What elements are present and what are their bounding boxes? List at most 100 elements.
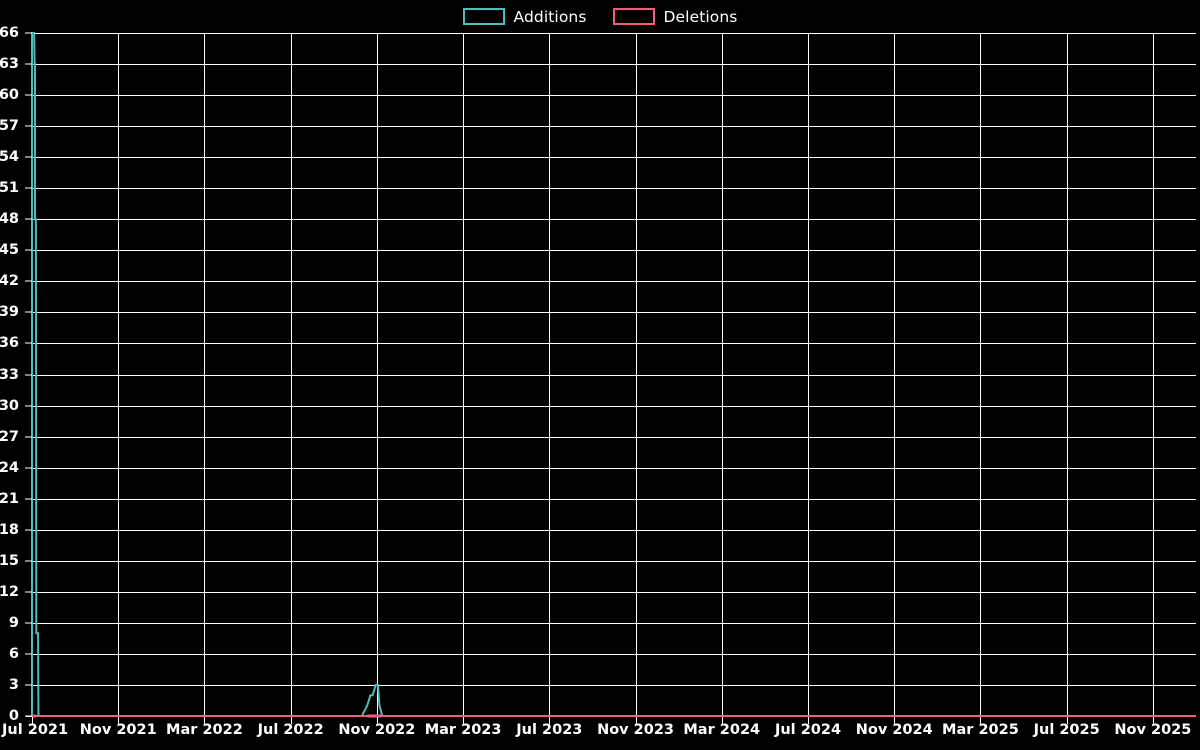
gridline-horizontal: [32, 374, 1196, 376]
gridline-horizontal: [32, 64, 1196, 66]
gridline-horizontal: [32, 684, 1196, 686]
y-tick-mark: [25, 684, 32, 686]
y-tick-label: 48: [0, 211, 19, 228]
y-tick-label: 45: [0, 242, 19, 259]
y-tick-mark: [25, 715, 32, 717]
y-tick-label: 33: [0, 366, 19, 383]
y-tick-mark: [25, 405, 32, 407]
series-layer: [31, 32, 1196, 718]
y-tick-label: 21: [0, 490, 19, 507]
y-tick-mark: [25, 467, 32, 469]
legend-swatch-additions: [462, 8, 505, 25]
y-tick-label: 6: [8, 645, 19, 662]
gridline-horizontal: [32, 591, 1196, 593]
gridline-horizontal: [32, 95, 1196, 97]
x-tick-label: Nov 2025: [1114, 722, 1192, 738]
gridline-horizontal: [32, 498, 1196, 500]
y-tick-mark: [25, 622, 32, 624]
gridline-vertical: [463, 33, 465, 716]
x-tick-label: Jul 2021: [2, 722, 69, 738]
y-tick-mark: [25, 529, 32, 531]
legend-label-additions: Additions: [513, 7, 587, 26]
legend-swatch-deletions: [612, 8, 655, 25]
gridline-vertical: [204, 33, 206, 716]
x-tick-label: Mar 2023: [424, 722, 502, 738]
x-tick-label: Nov 2024: [855, 722, 933, 738]
x-tick-mark: [1066, 717, 1068, 724]
y-tick-label: 51: [0, 180, 19, 197]
x-tick-mark: [32, 717, 33, 724]
gridline-vertical: [118, 33, 120, 716]
y-tick-label: 36: [0, 335, 19, 352]
legend-label-deletions: Deletions: [663, 7, 738, 26]
x-tick-label: Jul 2022: [257, 722, 324, 738]
gridline-vertical: [1066, 33, 1068, 716]
x-tick-label: Jul 2023: [516, 722, 583, 738]
y-tick-label: 42: [0, 273, 19, 290]
y-tick-mark: [25, 125, 32, 127]
x-tick-label: Jul 2025: [1033, 722, 1100, 738]
x-tick-mark: [635, 717, 637, 724]
plot-area: [26, 32, 1196, 718]
y-tick-label: 54: [0, 149, 19, 166]
gridline-vertical: [721, 33, 723, 716]
y-tick-label: 63: [0, 56, 19, 73]
x-tick-label: Nov 2023: [597, 722, 675, 738]
y-tick-mark: [25, 560, 32, 562]
legend-deletions[interactable]: Deletions: [612, 7, 738, 26]
gridline-horizontal: [32, 529, 1196, 531]
y-tick-label: 27: [0, 428, 19, 445]
legend-additions[interactable]: Additions: [462, 7, 587, 26]
x-tick-mark: [721, 717, 723, 724]
y-tick-label: 60: [0, 87, 19, 104]
x-tick-mark: [463, 717, 465, 724]
gridline-horizontal: [32, 126, 1196, 128]
x-tick-mark: [894, 717, 896, 724]
y-tick-mark: [25, 280, 32, 282]
gridline-horizontal: [32, 219, 1196, 221]
x-tick-mark: [980, 717, 982, 724]
x-tick-mark: [808, 717, 809, 724]
y-tick-mark: [25, 32, 32, 34]
y-tick-label: 57: [0, 118, 19, 135]
gridline-horizontal: [32, 312, 1196, 314]
series-line-additions: [31, 32, 1196, 717]
gridline-horizontal: [32, 560, 1196, 562]
gridline-horizontal: [32, 343, 1196, 345]
gridline-horizontal: [32, 653, 1196, 655]
y-tick-label: 30: [0, 397, 19, 414]
y-tick-label: 9: [8, 614, 19, 631]
gridline-horizontal: [32, 157, 1196, 159]
y-tick-label: 39: [0, 304, 19, 321]
y-tick-label: 12: [0, 583, 19, 600]
y-tick-mark: [25, 653, 32, 655]
gridline-horizontal: [32, 436, 1196, 438]
y-tick-label: 66: [0, 25, 19, 41]
y-tick-mark: [25, 156, 32, 158]
y-tick-mark: [25, 374, 32, 375]
x-tick-label: Mar 2024: [683, 722, 761, 738]
gridline-vertical: [290, 33, 292, 716]
gridline-horizontal: [32, 33, 1196, 34]
x-tick-mark: [549, 717, 551, 724]
y-tick-label: 3: [8, 676, 19, 693]
y-tick-mark: [25, 187, 32, 189]
gridline-horizontal: [32, 250, 1196, 252]
gridline-horizontal: [32, 622, 1196, 624]
gridline-vertical: [549, 33, 551, 716]
x-tick-label: Mar 2025: [942, 722, 1019, 738]
gridline-vertical: [894, 33, 896, 716]
gridline-vertical: [376, 33, 378, 716]
y-tick-label: 0: [8, 708, 19, 724]
gridline-vertical: [635, 33, 637, 716]
y-tick-mark: [25, 218, 32, 220]
gridline-vertical: [1152, 33, 1154, 716]
x-tick-mark: [376, 717, 378, 724]
x-tick-label: Jul 2024: [774, 722, 842, 738]
x-tick-label: Nov 2021: [79, 722, 157, 738]
y-tick-label: 15: [0, 552, 19, 569]
gridline-horizontal: [32, 405, 1196, 407]
x-tick-mark: [204, 717, 206, 724]
gridline-horizontal: [32, 188, 1196, 190]
